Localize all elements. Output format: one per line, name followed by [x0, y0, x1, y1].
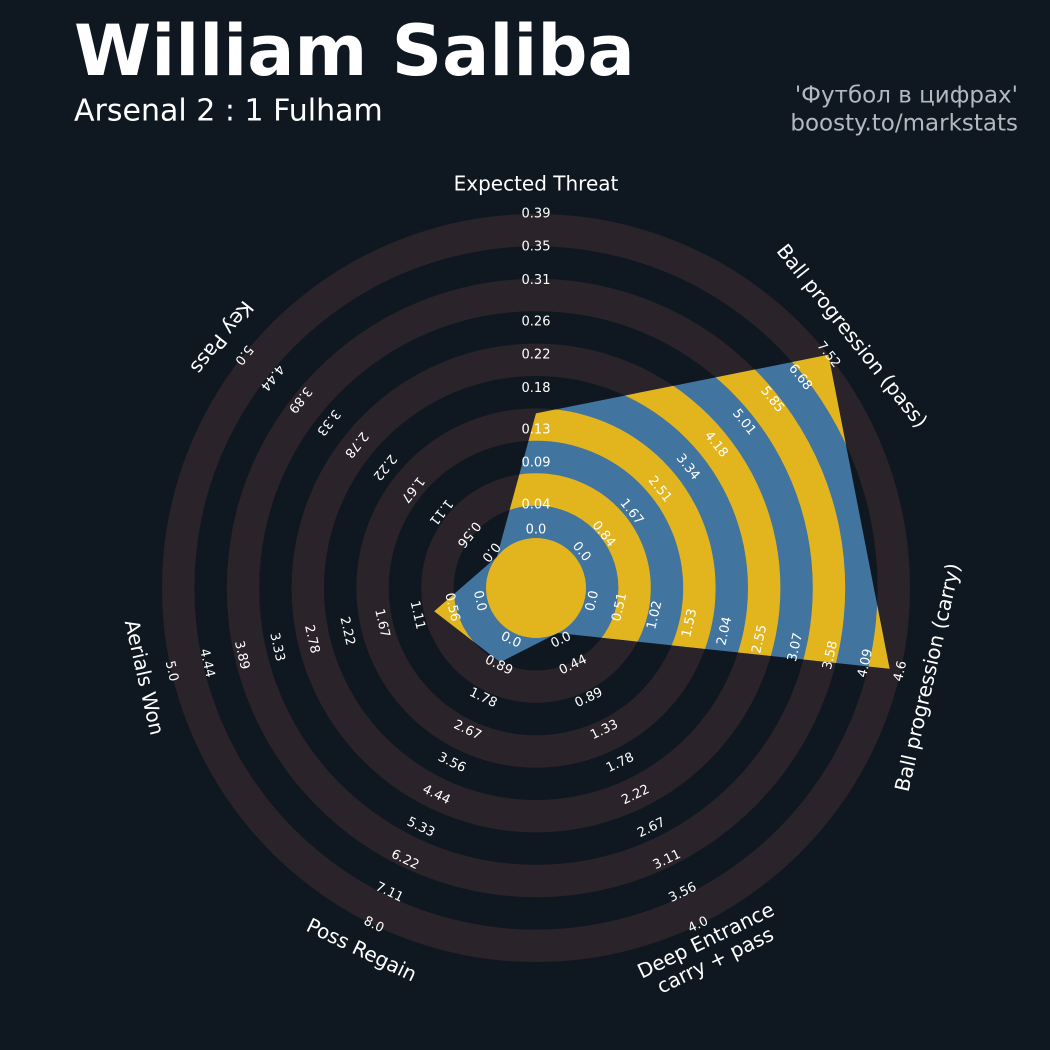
credit: 'Футбол в цифрах' [795, 83, 1018, 109]
tick-label: 0.39 [522, 207, 551, 222]
tick-label: 0.35 [522, 240, 551, 255]
tick-label: 1.53 [679, 607, 700, 639]
tick-label: 3.07 [785, 631, 806, 663]
tick-label: 0.51 [609, 591, 630, 623]
tick-label: 3.89 [231, 639, 252, 671]
tick-label: 2.55 [749, 623, 770, 655]
tick-label: 0.18 [522, 381, 551, 396]
credit: boosty.to/markstats [790, 111, 1018, 137]
chart-title: William Saliba [74, 10, 635, 92]
tick-label: 0.0 [526, 523, 547, 538]
tick-label: 3.33 [266, 631, 287, 663]
tick-label: 2.78 [301, 623, 322, 655]
tick-label: 0.56 [441, 591, 462, 623]
tick-label: 2.04 [714, 615, 735, 647]
tick-label: 1.11 [407, 599, 428, 631]
tick-label: 4.09 [855, 647, 876, 679]
tick-label: 1.02 [644, 599, 665, 631]
tick-label: 0.13 [522, 423, 551, 438]
tick-label: 4.6 [891, 659, 910, 683]
tick-label: 0.04 [522, 497, 551, 512]
chart-subtitle: Arsenal 2 : 1 Fulham [74, 94, 383, 129]
tick-label: 5.0 [162, 659, 181, 683]
tick-label: 0.31 [522, 273, 551, 288]
tick-label: 0.0 [583, 589, 602, 613]
tick-label: 4.44 [196, 647, 217, 679]
tick-label: 0.0 [470, 589, 489, 613]
tick-label: 0.09 [522, 456, 551, 471]
tick-label: 0.26 [522, 315, 551, 330]
tick-label: 2.22 [336, 615, 357, 647]
category-label: Expected Threat [454, 172, 619, 196]
tick-label: 3.58 [820, 639, 841, 671]
tick-label: 1.67 [371, 607, 392, 639]
tick-label: 0.22 [522, 348, 551, 363]
center-circle [486, 538, 586, 638]
